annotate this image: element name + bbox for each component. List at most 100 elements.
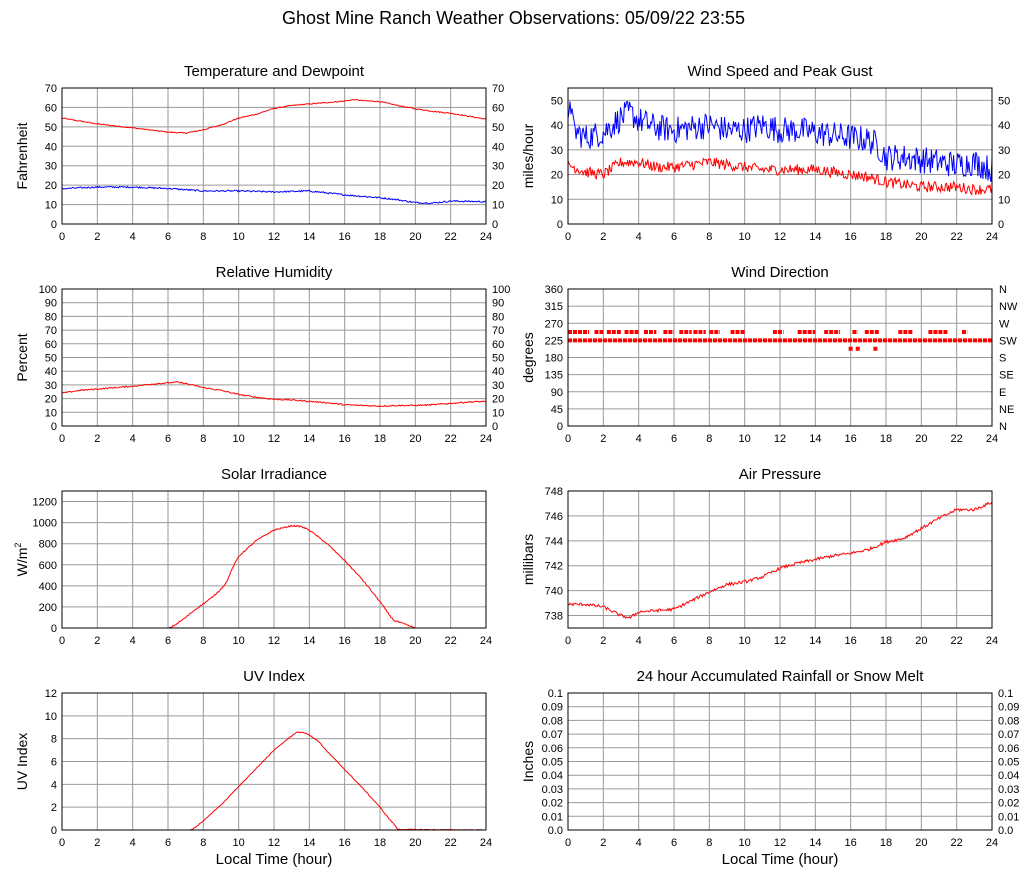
y-tick-label: 744: [545, 536, 563, 548]
page-title: Ghost Mine Ranch Weather Observations: 0…: [282, 8, 745, 28]
x-tick-label: 2: [94, 837, 100, 849]
x-tick-label: 24: [986, 231, 998, 243]
y-tick-label-right: 50: [492, 353, 504, 365]
compass-tick-label: NE: [999, 404, 1014, 416]
x-tick-label: 24: [480, 635, 492, 647]
y-axis-label: UV Index: [14, 733, 30, 791]
y-tick-label: 70: [45, 83, 57, 95]
x-tick-label: 12: [268, 231, 280, 243]
y-tick-label: 0: [51, 623, 57, 635]
x-axis-label: Local Time (hour): [216, 851, 333, 868]
x-tick-label: 4: [130, 231, 136, 243]
x-tick-label: 12: [774, 837, 786, 849]
x-tick-label: 4: [636, 433, 642, 445]
x-tick-label: 0: [565, 433, 571, 445]
y-axis-label: miles/hour: [520, 123, 536, 188]
y-tick-label: 30: [551, 145, 563, 157]
y-tick-label: 0.06: [542, 743, 563, 755]
x-tick-label: 18: [880, 635, 892, 647]
x-tick-label: 24: [986, 837, 998, 849]
y-tick-label: 0: [557, 219, 563, 231]
x-tick-label: 14: [809, 231, 821, 243]
plot-frame: [567, 692, 993, 831]
x-tick-label: 24: [480, 231, 492, 243]
y-tick-label: 30: [45, 161, 57, 173]
x-tick-label: 20: [915, 231, 927, 243]
series-line: [568, 501, 992, 620]
y-tick-label: 50: [45, 122, 57, 134]
y-tick-label: 10: [551, 194, 563, 206]
x-tick-label: 24: [480, 837, 492, 849]
x-tick-label: 22: [445, 635, 457, 647]
x-tick-label: 4: [130, 635, 136, 647]
x-tick-label: 10: [233, 433, 245, 445]
y-tick-label: 40: [45, 141, 57, 153]
x-tick-label: 14: [809, 837, 821, 849]
y-tick-label: 100: [39, 284, 57, 296]
x-tick-label: 4: [636, 231, 642, 243]
chart-title: 24 hour Accumulated Rainfall or Snow Mel…: [637, 668, 925, 685]
series-line: [568, 100, 992, 183]
plot-frame: [567, 490, 993, 629]
x-tick-label: 18: [880, 231, 892, 243]
y-tick-label: 90: [551, 387, 563, 399]
y-tick-label: 0.0: [548, 825, 563, 837]
x-tick-label: 6: [165, 635, 171, 647]
y-tick-label-right: 30: [492, 380, 504, 392]
x-tick-label: 8: [706, 635, 712, 647]
y-tick-label-right: 0.04: [998, 770, 1019, 782]
y-tick-label: 10: [45, 711, 57, 723]
x-tick-label: 16: [845, 635, 857, 647]
y-tick-label-right: 50: [492, 122, 504, 134]
x-tick-label: 0: [59, 837, 65, 849]
x-tick-label: 0: [59, 231, 65, 243]
y-tick-label: 800: [39, 539, 57, 551]
y-tick-label-right: 0: [492, 421, 498, 433]
y-axis-label: millibars: [520, 534, 536, 585]
x-tick-label: 2: [94, 635, 100, 647]
y-tick-label: 315: [545, 301, 563, 313]
x-tick-label: 14: [809, 635, 821, 647]
x-tick-label: 12: [774, 433, 786, 445]
y-tick-label: 70: [45, 325, 57, 337]
y-tick-label-right: 70: [492, 83, 504, 95]
x-tick-label: 8: [200, 433, 206, 445]
x-tick-label: 20: [915, 433, 927, 445]
y-tick-label: 742: [545, 561, 563, 573]
y-tick-label: 90: [45, 298, 57, 310]
x-tick-label: 14: [303, 231, 315, 243]
x-tick-label: 2: [94, 231, 100, 243]
y-tick-label-right: 10: [492, 200, 504, 212]
x-tick-label: 8: [200, 231, 206, 243]
x-tick-label: 24: [986, 433, 998, 445]
y-tick-label: 0.09: [542, 702, 563, 714]
y-tick-label: 40: [45, 366, 57, 378]
y-axis-label: Inches: [520, 741, 536, 782]
x-tick-label: 16: [339, 433, 351, 445]
x-tick-label: 24: [480, 433, 492, 445]
y-tick-label: 0.01: [542, 811, 563, 823]
y-tick-label: 748: [545, 486, 563, 498]
x-tick-label: 10: [739, 231, 751, 243]
y-tick-label-right: 20: [998, 170, 1010, 182]
x-tick-label: 2: [600, 433, 606, 445]
y-axis-label: Fahrenheit: [14, 122, 30, 189]
x-tick-label: 14: [303, 635, 315, 647]
y-tick-label: 600: [39, 560, 57, 572]
x-tick-label: 8: [706, 837, 712, 849]
plot-frame: [61, 490, 487, 629]
x-tick-label: 10: [233, 635, 245, 647]
direction-point: [855, 346, 860, 351]
x-tick-label: 12: [268, 837, 280, 849]
y-tick-label-right: 60: [492, 339, 504, 351]
x-tick-label: 20: [409, 635, 421, 647]
x-tick-label: 4: [636, 635, 642, 647]
y-tick-label-right: 20: [492, 394, 504, 406]
compass-tick-label: E: [999, 387, 1006, 399]
series-line: [62, 731, 486, 830]
y-tick-label: 746: [545, 511, 563, 523]
